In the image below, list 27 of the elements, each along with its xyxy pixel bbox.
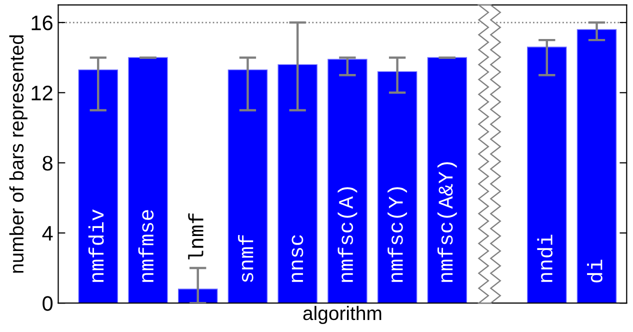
y-tick-label: 16 <box>32 16 52 30</box>
x-tick-label: nndi <box>537 234 553 282</box>
y-tick-label: 8 <box>42 156 52 171</box>
x-axis-title: algorithm <box>303 306 382 324</box>
bar <box>328 58 368 304</box>
y-axis-title: number of bars represented <box>9 35 28 273</box>
bar <box>278 64 318 304</box>
x-tick-label: nmfdiv <box>88 209 104 282</box>
bar <box>228 69 268 304</box>
y-tick-label: 0 <box>42 296 53 311</box>
x-tick-label: nmfsc(Y) <box>388 187 408 282</box>
x-tick-label: nmfsc(A&Y) <box>437 162 457 282</box>
x-tick-label: snmf <box>238 235 254 282</box>
bar <box>427 57 468 304</box>
bar <box>527 46 567 304</box>
bar <box>178 288 218 304</box>
x-tick-label: nmfsc(A) <box>338 187 358 282</box>
x-tick-label: lnmf <box>188 213 204 260</box>
bar <box>128 57 168 304</box>
bar <box>78 69 118 304</box>
bar <box>377 71 418 304</box>
x-tick-label: nnsc <box>292 235 304 282</box>
x-tick-label: nmfmse <box>138 210 154 282</box>
y-tick-label: 4 <box>42 226 53 241</box>
y-tick-label: 12 <box>32 86 52 100</box>
bar <box>576 29 617 304</box>
x-tick-label: di <box>587 260 602 282</box>
